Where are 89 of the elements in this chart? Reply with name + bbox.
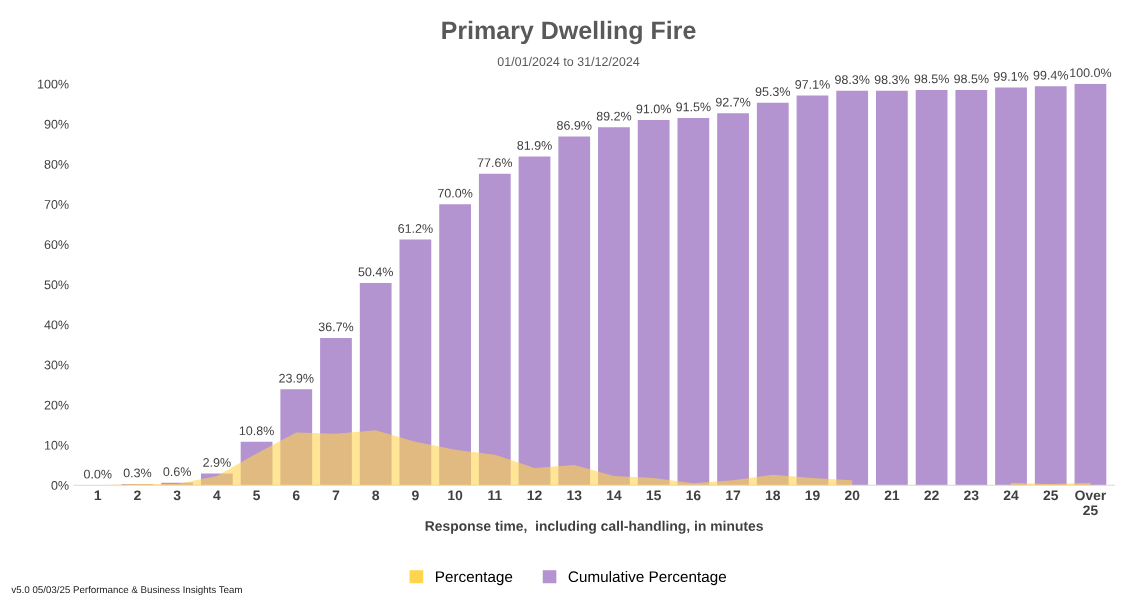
bar (796, 95, 829, 486)
data-label: 36.7% (318, 322, 354, 332)
data-label: 23.9% (279, 373, 314, 383)
x-axis-title: Response time, including call-handling, in minutes (425, 520, 763, 534)
chart-title: Primary Dwelling Fire (442, 20, 696, 45)
data-label: 99.4% (1033, 70, 1068, 80)
data-label: 95.3% (755, 87, 791, 97)
y-tick-label: 30% (44, 360, 69, 370)
bar (240, 441, 273, 486)
bar (359, 282, 392, 486)
bar (518, 156, 551, 486)
data-label: 92.7% (715, 97, 751, 107)
bar (439, 204, 471, 486)
x-tick-label: 25 (1043, 490, 1059, 501)
bar (478, 173, 511, 486)
bar (558, 136, 591, 486)
data-label: 91.5% (676, 102, 711, 112)
x-tick-label: 21 (884, 490, 900, 501)
data-label: 77.6% (477, 158, 513, 168)
x-tick-label: Over 25 (1075, 490, 1107, 516)
x-tick-label: 15 (646, 490, 661, 501)
y-tick-label: 0% (51, 480, 69, 490)
legend-label: Cumulative Percentage (568, 570, 727, 586)
x-tick-label: 7 (332, 490, 340, 501)
x-tick-label: 10 (448, 490, 463, 501)
bar (677, 117, 710, 486)
x-tick-label: 13 (567, 490, 582, 501)
bar (717, 113, 749, 486)
data-label: 98.3% (874, 75, 910, 85)
bar (399, 239, 432, 486)
bar (320, 337, 352, 486)
x-tick-label: 3 (173, 490, 181, 501)
x-tick-label: 22 (924, 490, 939, 501)
chart-subtitle: 01/01/2024 to 31/12/2024 (497, 56, 640, 67)
data-label: 2.9% (203, 458, 231, 467)
x-tick-label: 24 (1003, 490, 1019, 501)
x-tick-label: 9 (412, 490, 419, 501)
x-tick-label: 20 (844, 490, 860, 501)
y-tick-label: 10% (44, 440, 69, 450)
data-label: 100.0% (1070, 68, 1112, 78)
data-label: 98.5% (954, 74, 989, 84)
data-label: 86.9% (557, 120, 592, 130)
data-label: 0.3% (123, 468, 152, 478)
data-label: 0.0% (83, 469, 112, 479)
x-tick-label: 6 (292, 490, 300, 501)
data-label: 81.9% (517, 141, 552, 150)
x-tick-label: 23 (964, 490, 979, 501)
y-tick-label: 20% (44, 400, 69, 410)
x-tick-label: 12 (527, 490, 542, 501)
data-label: 99.1% (993, 71, 1029, 81)
bar (876, 90, 908, 486)
data-label: 61.2% (398, 224, 433, 233)
data-label: 91.0% (636, 104, 671, 114)
x-tick-label: 1 (94, 490, 102, 501)
x-tick-label: 14 (607, 490, 622, 501)
x-tick-label: 11 (488, 490, 502, 501)
legend-label: Percentage (436, 571, 513, 586)
bar (637, 119, 670, 486)
data-label: 70.0% (438, 188, 473, 198)
y-tick-label: 40% (44, 320, 69, 330)
data-label: 98.5% (914, 74, 949, 84)
x-tick-label: 17 (726, 490, 741, 501)
x-tick-label: 19 (805, 490, 820, 501)
y-tick-label: 60% (44, 240, 69, 250)
data-label: 97.1% (795, 80, 830, 89)
data-label: 50.4% (358, 267, 393, 277)
bar (280, 389, 313, 486)
x-tick-label: 16 (686, 490, 701, 501)
bar (598, 127, 630, 486)
bar (756, 102, 789, 486)
y-tick-label: 80% (44, 159, 69, 169)
data-label: 10.8% (239, 426, 274, 436)
x-tick-label: 2 (134, 490, 141, 501)
bar (955, 89, 988, 486)
x-tick-label: 4 (213, 490, 221, 501)
bar (200, 473, 233, 486)
y-tick-label: 90% (44, 119, 69, 129)
data-label: 89.2% (596, 111, 632, 121)
bar (836, 90, 869, 486)
data-label: 98.3% (835, 75, 870, 85)
x-tick-label: 5 (253, 490, 261, 501)
text: v5.0 05/03/25 Performance & Business Insights Team (11, 585, 242, 596)
x-tick-label: 8 (372, 490, 380, 501)
x-tick-label: 18 (765, 490, 781, 501)
y-tick-label: 100% (38, 79, 69, 89)
y-tick-label: 50% (44, 280, 69, 290)
data-label: 0.6% (163, 467, 191, 477)
bar (915, 89, 948, 486)
y-tick-label: 70% (44, 200, 69, 209)
